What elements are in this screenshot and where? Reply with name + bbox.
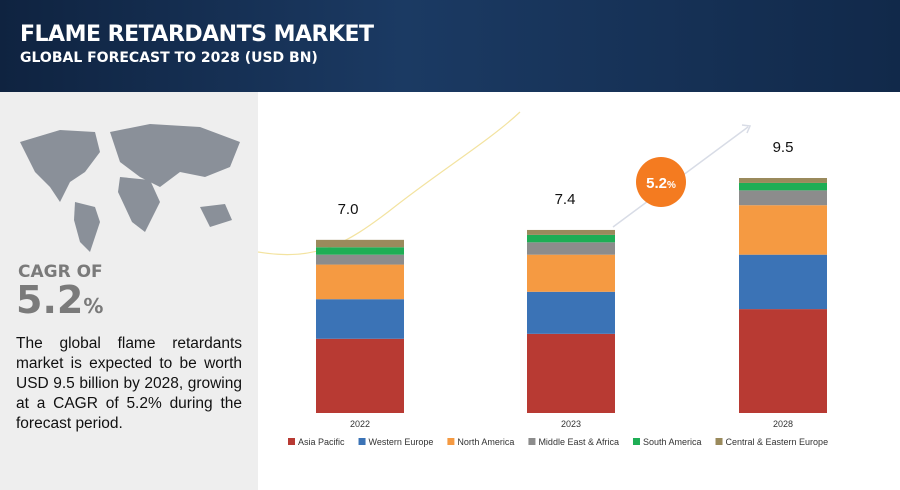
cagr-unit: % — [83, 294, 104, 318]
value-label: 7.4 — [555, 191, 576, 208]
legend-label: North America — [457, 437, 514, 447]
legend-swatch — [288, 438, 295, 445]
subtitle: GLOBAL FORECAST TO 2028 (USD BN) — [20, 50, 318, 66]
x-tick-label: 2022 — [350, 419, 370, 429]
legend-label: South America — [643, 437, 702, 447]
header: FLAME RETARDANTS MARKET GLOBAL FORECAST … — [0, 0, 900, 92]
bar-segment — [739, 178, 827, 183]
world-map — [20, 124, 240, 252]
bar-segment — [739, 254, 827, 310]
bar-segment — [739, 205, 827, 255]
legend-swatch — [358, 438, 366, 445]
x-tick-label: 2028 — [773, 419, 793, 429]
legend-swatch — [715, 438, 723, 445]
bar-segment — [739, 190, 827, 206]
bar-segment — [316, 264, 404, 300]
cagr-badge-text: 5.2% — [646, 175, 676, 192]
description: The global flame retardants market is ex… — [16, 335, 242, 432]
decor-curve — [258, 111, 521, 256]
bar-segment — [316, 338, 404, 413]
bar-segment — [527, 229, 615, 235]
bar-segment — [316, 299, 404, 339]
bar-segment — [527, 333, 615, 413]
legend-label: Central & Eastern Europe — [726, 437, 829, 447]
legend-label: Asia Pacific — [298, 437, 345, 447]
x-tick-label: 2023 — [561, 419, 581, 429]
value-label: 9.5 — [773, 139, 794, 156]
bar-segment — [316, 254, 404, 265]
bar-segment — [527, 254, 615, 292]
legend-swatch — [447, 438, 455, 445]
cagr-value: 5.2% — [16, 278, 103, 322]
cagr-badge — [636, 157, 686, 207]
bar-segment — [739, 182, 827, 191]
bar-segment — [316, 239, 404, 248]
legend-label: Middle East & Africa — [538, 437, 619, 447]
arrow-head — [741, 124, 752, 134]
cagr-label: CAGR OF — [18, 262, 103, 282]
bar-segment — [527, 242, 615, 255]
bar-segment — [739, 309, 827, 413]
bar-segment — [527, 291, 615, 334]
cagr-number: 5.2 — [16, 278, 84, 322]
chart: 2022 7.0 2023 7.4 2028 9.5 5.2% Asia Pacific Wes… — [258, 111, 829, 447]
legend-swatch — [528, 438, 536, 445]
bar-segment — [527, 234, 615, 243]
title: FLAME RETARDANTS MARKET — [20, 22, 374, 47]
summary-panel: CAGR OF 5.2% The global flame retardants… — [0, 92, 258, 490]
legend-swatch — [632, 438, 640, 445]
legend-label: Western Europe — [369, 437, 434, 447]
cagr-badge-unit: % — [667, 180, 676, 191]
cagr-badge-value: 5.2 — [646, 175, 667, 192]
bar-segment — [316, 247, 404, 255]
value-label: 7.0 — [338, 201, 359, 218]
